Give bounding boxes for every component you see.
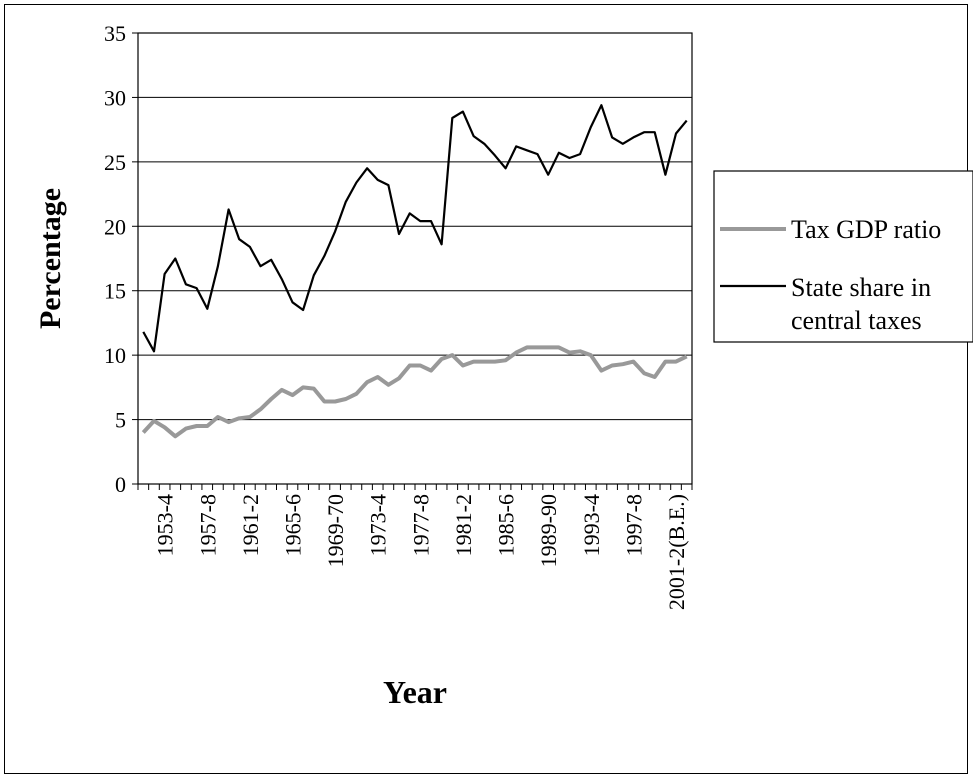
y-tick-label: 20 <box>104 214 126 239</box>
legend-label-state-share-line1: State share in <box>791 273 931 302</box>
y-tick-label: 35 <box>104 21 126 46</box>
legend-label-state-share: State share in central taxes <box>791 273 938 335</box>
x-tick-label: 1977-8 <box>408 494 433 556</box>
x-tick-label: 1989-90 <box>536 494 561 567</box>
x-tick-label: 1985-6 <box>494 494 519 556</box>
x-tick-label: 1981-2 <box>451 494 476 556</box>
x-tick-label: 1993-4 <box>579 494 604 556</box>
y-tick-label: 0 <box>115 472 126 497</box>
y-tick-label: 5 <box>115 408 126 433</box>
y-axis-ticks: 0 5 10 15 20 25 30 35 <box>104 21 138 497</box>
legend-label-tax-gdp-ratio: Tax GDP ratio <box>791 215 941 244</box>
y-tick-label: 25 <box>104 150 126 175</box>
chart-border <box>4 4 968 774</box>
x-tick-label: 1953-4 <box>153 494 178 556</box>
series-lines <box>141 104 688 439</box>
series-line-state-share <box>142 104 688 353</box>
x-tick-label: 1997-8 <box>621 494 646 556</box>
legend-box <box>713 170 973 343</box>
x-tick-label: 1969-70 <box>323 494 348 567</box>
x-tick-label: 1973-4 <box>366 494 391 556</box>
series-line-tax-gdp-ratio <box>141 345 688 439</box>
x-tick-label: 1961-2 <box>238 494 263 556</box>
x-tick-label: 1965-6 <box>280 494 305 556</box>
y-tick-label: 30 <box>104 85 126 110</box>
y-tick-label: 15 <box>104 279 126 304</box>
y-axis-label: Percentage <box>34 188 67 329</box>
x-tick-label: 2001-2(B.E.) <box>664 494 689 610</box>
legend-label-state-share-line2: central taxes <box>791 306 922 335</box>
legend: Tax GDP ratio State share in central tax… <box>713 170 973 343</box>
x-tick-label: 1957-8 <box>195 494 220 556</box>
x-axis-ticks: 1953-4 1957-8 1961-2 1965-6 1969-70 1973-4 197… <box>137 484 693 610</box>
x-axis-label: Year <box>383 674 447 710</box>
y-tick-label: 10 <box>104 343 126 368</box>
